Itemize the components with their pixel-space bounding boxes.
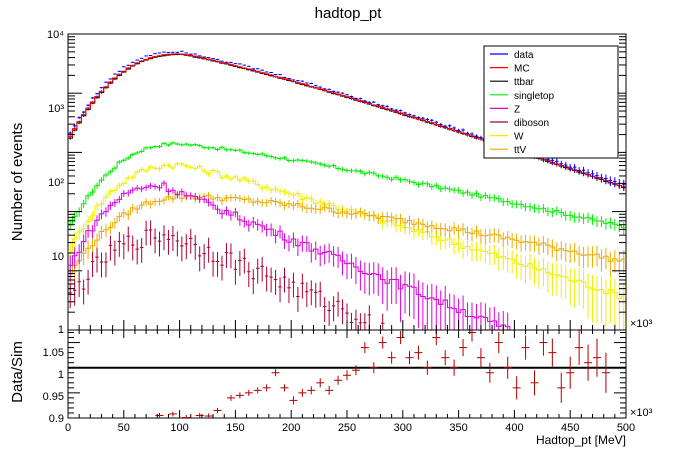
ratio-point-5 <box>214 408 222 413</box>
ratio-point-20 <box>352 365 360 375</box>
ratio-point-42 <box>548 339 556 367</box>
main-x-axis-ticks <box>68 320 626 330</box>
ratio-point-18 <box>334 376 342 385</box>
ratio-point-13 <box>289 396 297 404</box>
x-tick-label-150: 150 <box>226 422 244 434</box>
ratio-point-17 <box>325 386 333 395</box>
y-tick-label-1e1: 10 <box>52 251 64 263</box>
x-tick-label-100: 100 <box>170 422 188 434</box>
ratio-point-40 <box>530 370 538 395</box>
ratio-point-12 <box>281 384 289 391</box>
ratio-point-30 <box>441 350 449 365</box>
ratio-y-tick-1: 1 <box>58 369 64 381</box>
legend-label-data: data <box>514 50 534 61</box>
ratio-point-47 <box>593 339 601 377</box>
y-tick-label-1e3: 10³ <box>48 103 64 115</box>
chart-title: hadtop_pt <box>315 5 383 22</box>
ratio-point-34 <box>477 348 485 367</box>
ratio-point-16 <box>316 378 324 387</box>
ratio-point-2 <box>182 415 190 418</box>
ratio-y-tick-1-05: 1.05 <box>43 347 64 359</box>
ratio-point-3 <box>196 413 204 418</box>
ratio-point-19 <box>343 370 351 380</box>
ratio-point-1 <box>169 411 177 416</box>
legend-box <box>484 46 618 158</box>
ratio-y-axis-title: Data/Sim <box>9 341 26 403</box>
ratio-point-26 <box>405 351 413 364</box>
ratio-point-36 <box>495 332 503 353</box>
x-tick-label-200: 200 <box>282 422 300 434</box>
ratio-point-46 <box>584 345 592 381</box>
ratio-point-22 <box>370 362 378 373</box>
ratio-point-6 <box>227 395 235 401</box>
ratio-point-27 <box>414 346 422 360</box>
ratio-point-23 <box>379 337 387 349</box>
x-axis-title: Hadtop_pt [MeV] <box>536 433 626 447</box>
ratio-point-31 <box>450 360 458 376</box>
ratio-point-41 <box>539 330 547 356</box>
series-diboson <box>69 220 385 330</box>
ratio-y-tick-0-95: 0.95 <box>43 391 64 403</box>
ratio-point-25 <box>397 331 405 344</box>
ratio-point-37 <box>504 357 512 379</box>
legend-label-W: W <box>514 132 524 143</box>
ratio-point-11 <box>272 369 280 376</box>
x-tick-label-0: 0 <box>65 422 71 434</box>
ratio-point-39 <box>522 336 530 360</box>
ratio-x-exponent-label: ×10³ <box>630 407 653 419</box>
ratio-point-38 <box>513 376 521 399</box>
legend-label-singletop: singletop <box>514 91 554 102</box>
ratio-point-35 <box>486 363 494 383</box>
y-tick-label-1e2: 10² <box>48 177 64 189</box>
ratio-point-48 <box>602 353 610 393</box>
ratio-point-10 <box>263 384 271 391</box>
legend-label-MC: MC <box>514 64 530 75</box>
x-tick-label-50: 50 <box>118 422 130 434</box>
ratio-y-tick-0-9: 0.9 <box>49 413 64 425</box>
ratio-point-45 <box>575 331 583 365</box>
legend-label-ttV: ttV <box>514 145 527 156</box>
ratio-point-43 <box>557 373 565 403</box>
ratio-point-14 <box>298 389 306 397</box>
y-tick-label-1e4: 10⁴ <box>47 29 64 41</box>
ratio-point-44 <box>566 357 574 389</box>
ratio-point-32 <box>459 339 467 356</box>
y-tick-label-1e0: 1 <box>58 324 64 336</box>
ratio-point-28 <box>423 361 431 375</box>
x-tick-label-300: 300 <box>394 422 412 434</box>
x-tick-label-400: 400 <box>505 422 523 434</box>
legend-label-diboson: diboson <box>514 118 549 129</box>
main-y-axis-title: Number of events <box>9 123 26 241</box>
ratio-point-24 <box>388 352 396 364</box>
ratio-point-4 <box>205 413 213 418</box>
legend-label-ttbar: ttbar <box>514 77 535 88</box>
x-tick-label-250: 250 <box>338 422 356 434</box>
ratio-point-21 <box>361 342 369 353</box>
ratio-point-0 <box>156 413 164 418</box>
ratio-point-33 <box>468 330 476 342</box>
ratio-point-7 <box>236 392 244 398</box>
main-x-exponent-label: ×10³ <box>630 318 653 330</box>
ratio-point-9 <box>254 387 262 393</box>
legend-label-Z: Z <box>514 104 520 115</box>
ratio-point-15 <box>307 386 315 394</box>
x-tick-label-350: 350 <box>449 422 467 434</box>
ratio-point-8 <box>245 390 253 396</box>
